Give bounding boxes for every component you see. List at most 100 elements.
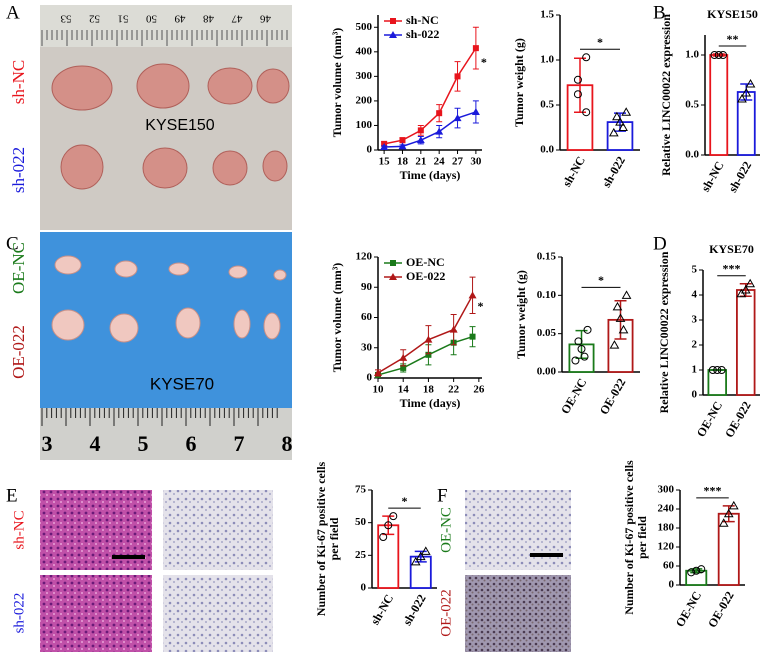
error-bar [574,57,586,113]
point [582,108,591,117]
point [389,512,398,521]
error-bar [712,53,725,57]
x-tick-label: 22 [448,384,460,396]
x-tick-label: 26 [473,384,485,396]
ruler-number: 8 [282,431,293,456]
ruler-number: 51 [118,12,129,24]
row-label: sh-022 [9,147,28,193]
y-axis-label: per field [635,516,649,559]
point [612,301,623,311]
ruler-a [40,5,292,47]
y-axis-label: Number of Ki-67 positive cells [314,461,328,616]
legend-label: OE-022 [406,269,445,283]
y-axis-label: Tumor volume (mm³) [330,263,344,373]
marker [389,31,397,38]
marker [469,333,476,340]
chart-title: KYSE70 [709,242,754,256]
panel-letter: A [6,2,20,23]
point [618,122,628,131]
y-tick-label: 75 [355,484,367,496]
point [615,313,626,322]
point [615,117,625,126]
point [571,356,580,365]
x-tick-label: OE-NC [673,589,704,629]
significance: * [481,55,487,69]
x-tick-label: 18 [397,156,409,168]
point [379,533,388,542]
y-tick-label: 90 [361,281,373,293]
error-bar [382,515,395,536]
y-tick-label: 0 [692,389,698,401]
point [745,278,756,288]
marker [435,127,444,135]
ihc-image [465,575,571,652]
x-tick-label: sh-022 [400,592,429,628]
marker [449,325,458,333]
marker [398,142,407,150]
y-axis-label: Tumor weight (g) [514,270,528,359]
y-tick-label: 1 [692,364,698,376]
point [583,325,592,334]
x-tick-label: OE-022 [722,399,754,440]
x-tick-label: sh-NC [560,154,588,189]
y-tick-label: 0.05 [537,327,557,339]
significance: *** [723,262,741,276]
panel-letter: E [6,485,18,506]
ihc-image [163,575,273,652]
bar [736,289,756,396]
significance: ** [727,32,739,46]
y-axis-label: Tumor weight (g) [512,38,526,127]
x-axis-label: Time (days) [400,168,461,182]
marker [471,107,480,115]
row-label: OE-NC [438,507,454,553]
ihc-image [465,490,571,570]
significance: * [402,494,408,508]
y-tick-label: 0.00 [537,366,557,378]
tumors-a [51,63,290,190]
point [736,288,747,298]
x-tick-label: OE-022 [705,589,737,630]
marker [424,335,433,343]
y-axis-label: Number of Ki-67 positive cells [622,460,636,615]
y-tick-label: 300 [356,70,373,82]
significance: *** [704,484,722,498]
ruler-number: 4 [90,431,101,456]
y-axis-label: Relative LINC00022 expression [659,14,673,176]
marker [472,45,479,52]
legend-label: sh-022 [406,27,439,41]
ruler-number: 46 [260,12,272,24]
y-tick-label: 3 [692,314,698,326]
panel-letter: B [653,2,666,23]
significance: * [478,299,484,313]
marker [417,127,424,134]
point [621,107,632,116]
point [737,93,747,103]
x-tick-label: sh-022 [725,159,754,195]
marker [453,114,462,122]
y-axis-label: Tumor volume (mm³) [330,28,344,138]
marker [389,273,397,280]
y-tick-label: 1.5 [540,9,554,21]
point [723,508,734,518]
marker [390,260,396,266]
y-tick-label: 0.5 [540,99,554,111]
point [573,75,582,84]
ihc-image [163,490,273,570]
significance: * [598,273,604,287]
marker [425,351,432,358]
point [618,324,629,334]
row-label: sh-NC [9,60,28,104]
y-tick-label: 100 [356,119,373,131]
x-tick-label: OE-022 [597,376,629,417]
y-tick-label: 50 [355,516,367,528]
point [577,345,586,353]
y-tick-label: 25 [355,549,367,561]
point [580,352,589,361]
y-tick-label: 120 [356,251,373,263]
line [377,294,474,374]
row-label: sh-NC [11,510,27,549]
marker [390,18,396,24]
ruler-number: 5 [138,431,149,456]
y-tick-label: 400 [356,45,373,57]
point [573,90,582,99]
